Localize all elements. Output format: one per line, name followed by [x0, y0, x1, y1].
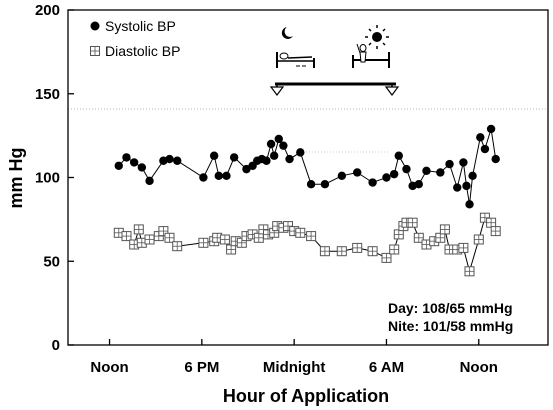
- systolic-point: [274, 134, 283, 144]
- diastolic-point: [121, 231, 132, 242]
- systolic-point: [306, 180, 316, 189]
- diastolic-point: [295, 227, 306, 238]
- diastolic-point: [306, 231, 317, 242]
- systolic-point: [382, 173, 391, 182]
- diastolic-point: [490, 226, 501, 237]
- diastolic-point: [439, 224, 450, 235]
- systolic-point: [114, 161, 123, 170]
- systolic-point: [129, 158, 139, 167]
- systolic-line: [118, 128, 497, 205]
- systolic-point: [137, 163, 147, 172]
- systolic-point: [465, 200, 474, 209]
- systolic-point: [199, 173, 208, 182]
- legend-systolic-marker: [90, 21, 100, 31]
- diastolic-point: [219, 234, 230, 245]
- systolic-point: [266, 139, 276, 149]
- diastolic-point: [253, 232, 264, 243]
- night-summary: Nite: 101/58 mmHg: [388, 318, 513, 334]
- diastolic-point: [144, 234, 155, 245]
- x-tick-label: Noon: [460, 359, 498, 376]
- x-axis-title: Hour of Application: [223, 386, 389, 406]
- systolic-point: [337, 171, 347, 181]
- systolic-point: [353, 168, 362, 177]
- x-axis: Noon 6 PM Midnight 6 AM Noon: [90, 339, 498, 376]
- diastolic-point: [393, 229, 404, 240]
- systolic-point: [436, 168, 445, 177]
- systolic-point: [459, 158, 468, 167]
- systolic-point: [296, 148, 305, 157]
- diastolic-point: [158, 226, 169, 237]
- systolic-polyline: [118, 128, 497, 205]
- diastolic-point: [464, 266, 475, 277]
- diastolic-point: [172, 241, 183, 252]
- systolic-point: [222, 171, 231, 181]
- sun-wake-icon: [352, 25, 390, 68]
- x-tick-label: 6 AM: [369, 359, 404, 376]
- systolic-point: [279, 141, 288, 150]
- diastolic-point: [458, 242, 469, 253]
- systolic-point: [394, 151, 403, 160]
- systolic-point: [122, 153, 131, 162]
- diastolic-point: [413, 232, 424, 243]
- systolic-point: [145, 176, 154, 186]
- systolic-point: [468, 171, 477, 181]
- x-tick-label: Midnight: [263, 359, 325, 376]
- y-axis: 0 50 100 150 200: [35, 2, 74, 354]
- legend-diastolic-marker: [90, 46, 100, 56]
- y-tick-label: 0: [52, 337, 60, 354]
- systolic-points: [114, 124, 500, 209]
- day-summary: Day: 108/65 mmHg: [388, 300, 513, 316]
- diastolic-point: [198, 237, 209, 248]
- diastolic-point: [336, 246, 347, 257]
- diastolic-point: [133, 224, 144, 235]
- legend-diastolic-label: Diastolic BP: [105, 43, 180, 59]
- systolic-point: [445, 159, 454, 169]
- systolic-point: [476, 133, 485, 142]
- diastolic-point: [407, 217, 418, 228]
- y-axis-title: mm Hg: [6, 147, 26, 208]
- diastolic-point: [381, 252, 392, 263]
- systolic-point: [422, 166, 431, 175]
- diastolic-point: [319, 246, 330, 257]
- diastolic-point: [389, 244, 400, 255]
- y-tick-label: 50: [43, 253, 60, 270]
- diastolic-point: [486, 217, 497, 228]
- y-tick-label: 150: [35, 86, 60, 103]
- diastolic-point: [352, 242, 363, 253]
- systolic-point: [491, 154, 500, 164]
- systolic-point: [320, 180, 330, 189]
- systolic-point: [285, 154, 294, 164]
- diastolic-point: [226, 244, 237, 255]
- systolic-point: [486, 124, 496, 134]
- diastolic-point: [367, 246, 378, 257]
- diastolic-points: [113, 212, 501, 277]
- systolic-point: [480, 144, 490, 154]
- systolic-point: [229, 153, 239, 162]
- diastolic-point: [435, 232, 446, 243]
- x-tick-label: 6 PM: [184, 359, 219, 376]
- diastolic-point: [473, 234, 484, 245]
- diastolic-point: [164, 232, 175, 243]
- y-tick-label: 100: [35, 170, 60, 187]
- systolic-point: [165, 154, 174, 164]
- moon-bed-icon: [276, 27, 315, 68]
- systolic-point: [242, 164, 251, 174]
- x-tick-label: Noon: [90, 359, 128, 376]
- systolic-point: [269, 151, 279, 160]
- systolic-point: [402, 164, 411, 174]
- systolic-point: [209, 151, 219, 160]
- systolic-point: [368, 178, 377, 187]
- systolic-point: [414, 180, 423, 189]
- sleep-period-arrow: [269, 82, 400, 96]
- systolic-point: [262, 156, 271, 165]
- systolic-point: [453, 183, 462, 192]
- legend-systolic-label: Systolic BP: [105, 18, 176, 34]
- systolic-point: [173, 156, 182, 165]
- systolic-point: [389, 169, 399, 179]
- systolic-point: [462, 181, 471, 191]
- y-tick-label: 200: [35, 2, 60, 19]
- systolic-point: [214, 171, 223, 181]
- legend: Systolic BP Diastolic BP: [90, 18, 180, 59]
